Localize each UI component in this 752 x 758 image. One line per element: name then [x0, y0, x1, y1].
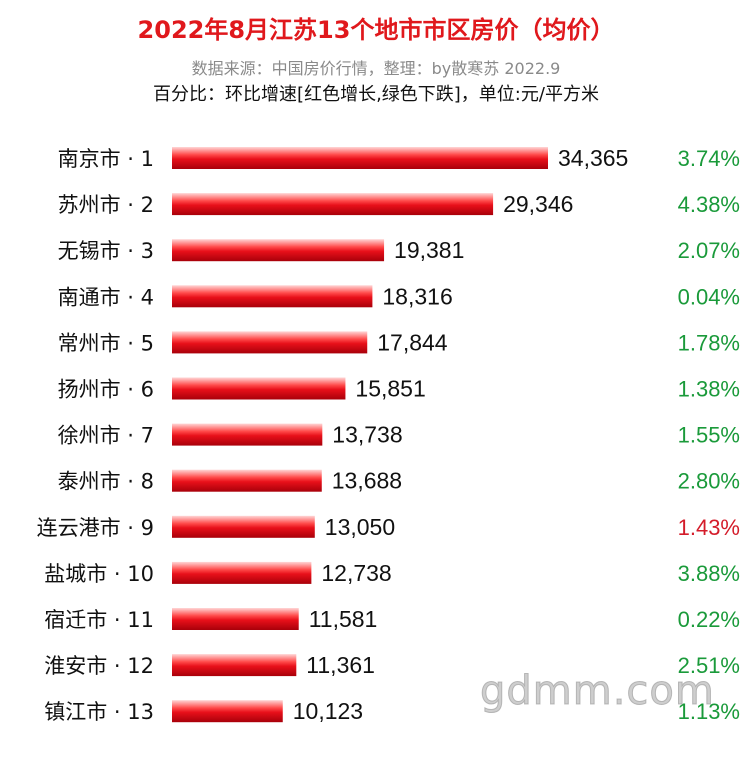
pct-change-label: 1.13%	[678, 699, 740, 724]
bar	[172, 700, 283, 723]
category-label: 宿迁市 · 11	[44, 608, 154, 632]
pct-change-label: 2.80%	[678, 469, 740, 494]
category-label: 常州市 · 5	[58, 331, 154, 355]
bar	[172, 423, 323, 446]
pct-change-label: 3.88%	[678, 561, 740, 586]
category-label: 南京市 · 1	[58, 147, 154, 171]
watermark: gdmm.com	[480, 668, 715, 715]
pct-change-label: 4.38%	[678, 192, 740, 217]
pct-change-label: 1.55%	[678, 423, 740, 448]
pct-change-label: 1.78%	[678, 330, 740, 355]
category-label: 盐城市 · 10	[44, 562, 154, 586]
value-label: 18,316	[382, 283, 452, 309]
bar	[172, 561, 312, 584]
chart-note: 百分比：环比增速[红色增长,绿色下跌]，单位:元/平方米	[153, 84, 599, 105]
value-label: 29,346	[503, 191, 573, 217]
bar	[172, 239, 385, 262]
bar	[172, 515, 315, 538]
category-label: 扬州市 · 6	[58, 378, 154, 402]
pct-change-label: 0.04%	[678, 284, 740, 309]
pct-change-label: 2.51%	[678, 653, 740, 678]
value-label: 11,361	[306, 652, 375, 678]
pct-change-label: 2.07%	[678, 238, 740, 263]
category-label: 无锡市 · 3	[58, 239, 154, 263]
value-label: 19,381	[394, 237, 464, 263]
bar	[172, 193, 494, 216]
bar	[172, 377, 346, 400]
value-label: 13,738	[332, 422, 402, 448]
pct-change-label: 1.38%	[678, 377, 740, 402]
category-label: 南通市 · 4	[58, 285, 154, 309]
value-label: 15,851	[355, 376, 425, 402]
chart-title: 2022年8月江苏13个地市市区房价（均价）	[137, 16, 615, 44]
pct-change-label: 1.43%	[678, 515, 740, 540]
category-label: 淮安市 · 12	[44, 654, 154, 678]
value-label: 17,844	[377, 329, 448, 355]
category-label: 连云港市 · 9	[37, 516, 154, 540]
value-label: 13,050	[325, 514, 395, 540]
pct-change-label: 0.22%	[678, 607, 740, 632]
bar	[172, 469, 322, 492]
category-label: 泰州市 · 8	[58, 470, 154, 494]
value-label: 10,123	[293, 698, 363, 724]
bar	[172, 654, 297, 677]
bar	[172, 331, 368, 354]
bar	[172, 147, 548, 169]
pct-change-label: 3.74%	[678, 146, 740, 171]
chart-subtitle: 数据来源：中国房价行情，整理：by散寒苏 2022.9	[191, 59, 561, 78]
value-label: 12,738	[321, 560, 391, 586]
value-label: 11,581	[309, 606, 378, 632]
bar	[172, 285, 373, 308]
bar	[172, 608, 299, 630]
category-label: 苏州市 · 2	[58, 193, 154, 217]
category-label: 徐州市 · 7	[58, 424, 154, 448]
value-label: 34,365	[558, 145, 628, 171]
value-label: 13,688	[332, 468, 402, 494]
category-label: 镇江市 · 13	[44, 700, 154, 724]
